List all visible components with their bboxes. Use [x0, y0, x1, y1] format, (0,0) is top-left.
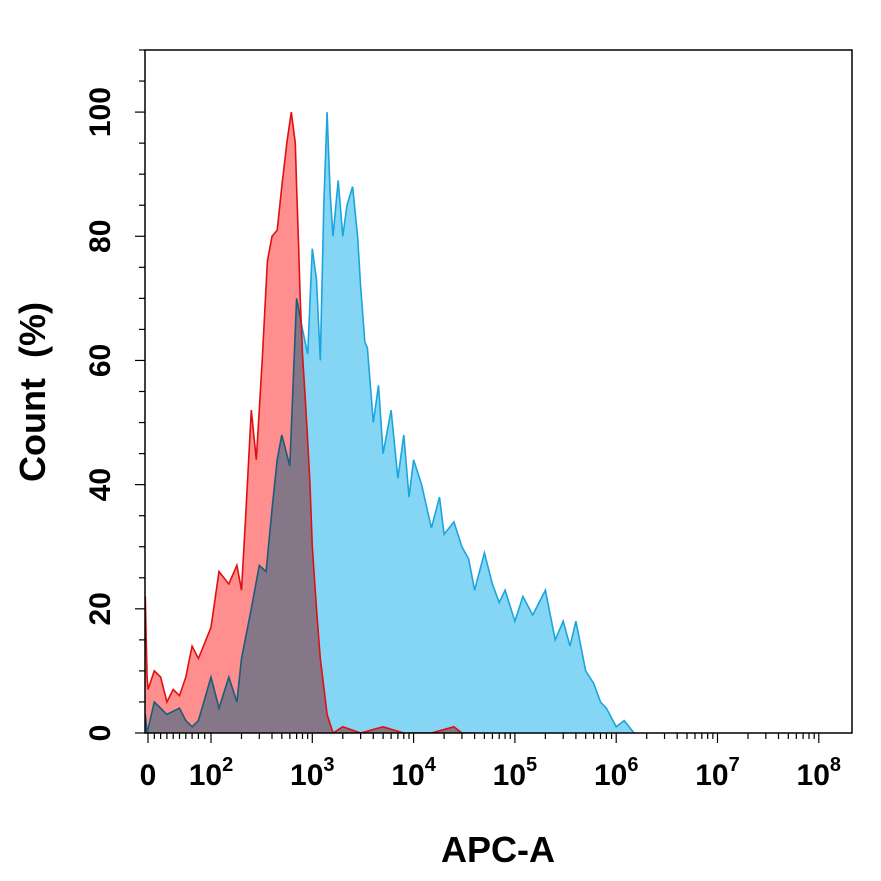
y-tick-label: 60: [84, 344, 117, 377]
y-tick-label: 80: [84, 220, 117, 253]
x-tick-label: 103: [290, 754, 335, 792]
x-tick-label: 107: [695, 754, 740, 792]
x-tick-label: 0: [140, 759, 157, 792]
y-tick-label: 40: [84, 468, 117, 501]
series-0-line: [145, 111, 475, 733]
x-axis-title: APC-A: [441, 829, 555, 870]
x-tick-label: 108: [797, 754, 842, 792]
y-axis: 0 20 40 60 80 100: [84, 49, 145, 742]
y-tick-label: 0: [84, 725, 117, 742]
x-axis: 0 102 103 104 105 106 107 108: [140, 733, 841, 792]
x-tick-label: 104: [391, 754, 436, 792]
y-tick-label: 20: [84, 592, 117, 625]
x-tick-label: 105: [493, 754, 538, 792]
series-layer: [145, 111, 635, 733]
y-axis-title: Count (%): [12, 302, 53, 482]
x-tick-label: 102: [189, 754, 234, 792]
y-tick-label: 100: [84, 87, 117, 137]
x-tick-label: 106: [594, 754, 639, 792]
series-0-area: [145, 112, 475, 733]
